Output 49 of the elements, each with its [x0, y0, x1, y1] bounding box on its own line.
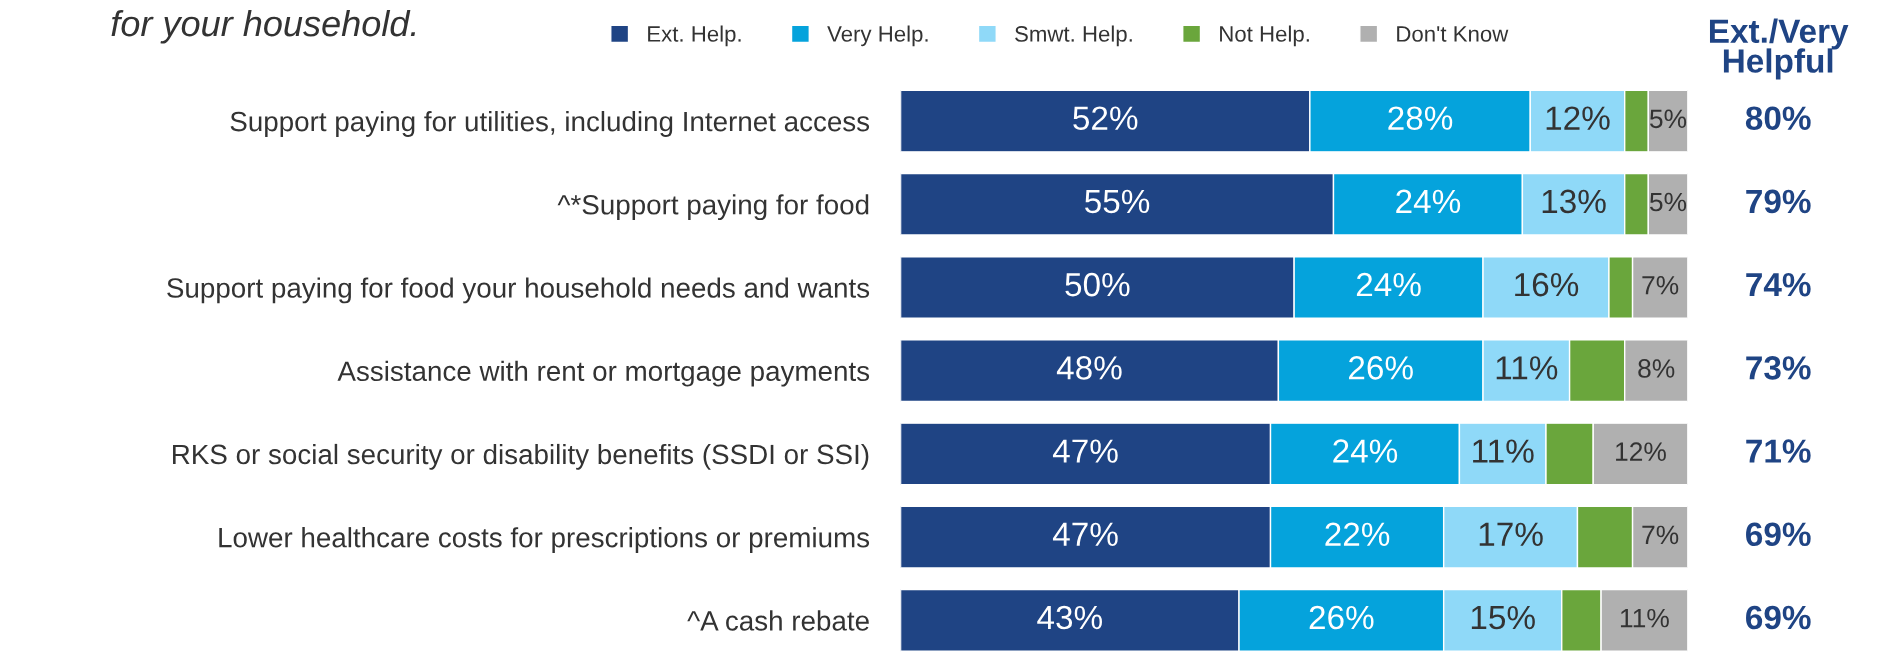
data-label: 16% [1515, 272, 1579, 297]
data-label: 48% [1056, 356, 1122, 380]
data-label: 28% [1388, 106, 1453, 130]
y-tick-label: Lower healthcare costs for prescriptions or premiums [219, 527, 870, 553]
text: for your household. [111, 9, 416, 44]
y-tick-label: Support paying for utilities, including Internet access [230, 110, 870, 137]
data-label: 7% [1642, 525, 1679, 545]
text: 79% [1746, 189, 1811, 214]
data-label: 47% [1052, 439, 1118, 463]
data-label: 17% [1479, 522, 1543, 546]
legend-label: Ext. Help. [648, 25, 741, 47]
data-label: 22% [1325, 522, 1390, 546]
data-label: 26% [1349, 356, 1413, 380]
data-label: 24% [1333, 439, 1398, 463]
data-label: 52% [1073, 106, 1138, 130]
y-tick-label: RKS or social security or disability benefits (SSDI or SSI) [173, 443, 869, 470]
data-label: 26% [1309, 605, 1374, 630]
text: 74% [1746, 272, 1811, 297]
text: 71% [1746, 439, 1811, 463]
data-label: 24% [1396, 189, 1461, 214]
legend-label: Smwt. Help. [1015, 25, 1132, 47]
text: Ext./Very Helpful [1709, 18, 1849, 80]
text: 80% [1745, 106, 1811, 130]
data-label: 15% [1471, 605, 1535, 630]
data-label: 5% [1649, 192, 1687, 212]
data-label: 11% [1473, 439, 1534, 463]
data-label: 47% [1052, 522, 1118, 546]
data-label: 8% [1638, 359, 1675, 378]
data-label: 55% [1085, 189, 1150, 214]
text: 73% [1746, 356, 1811, 380]
y-tick-label: ^*Support paying for food [557, 194, 869, 221]
text: 69% [1746, 605, 1811, 630]
legend-label: Not Help. [1220, 25, 1309, 47]
y-tick-label: Support paying for food your household needs and wants [167, 277, 870, 304]
y-tick-label: Assistance with rent or mortgage payments [337, 360, 870, 387]
text: 69% [1746, 522, 1811, 547]
data-label: 12% [1616, 442, 1666, 461]
legend-label: Don't Know [1397, 26, 1509, 42]
y-tick-label: ^A cash rebate [687, 610, 869, 631]
data-label: 24% [1356, 272, 1421, 297]
data-label: 50% [1065, 272, 1130, 297]
data-label: 43% [1037, 605, 1102, 630]
data-label: 11% [1620, 608, 1669, 628]
data-label: 7% [1642, 276, 1679, 295]
data-label: 13% [1542, 189, 1606, 214]
data-label: 11% [1496, 356, 1558, 380]
data-label: 12% [1546, 106, 1610, 130]
data-label: 5% [1649, 109, 1687, 129]
legend-label: Very Help. [827, 25, 928, 47]
